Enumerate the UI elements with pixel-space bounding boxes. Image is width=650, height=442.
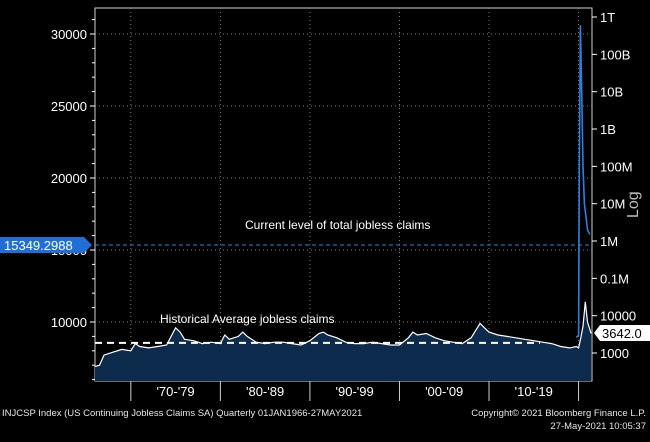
plot-area [94, 7, 593, 382]
right-tick-label: 100M [600, 159, 633, 174]
left-tick-label: 30000 [51, 27, 87, 42]
last-value-label: 3642.0 [602, 326, 642, 341]
right-tick-label: 100B [600, 47, 630, 62]
area-series [94, 25, 592, 381]
x-tick-label: '90-'99 [336, 384, 374, 399]
footer-copyright: Copyright© 2021 Bloomberg Finance L.P. [471, 408, 646, 419]
current-value-badge: 15349.2988 [0, 236, 92, 253]
x-tick-label: '00-'09 [425, 384, 463, 399]
footer-timestamp: 27-May-2021 10:05:37 [550, 421, 646, 432]
right-tick-label: 1M [600, 234, 618, 249]
x-tick-label: '80-'89 [246, 384, 284, 399]
right-tick-label: 0.1M [600, 271, 629, 286]
right-axis-label: Log [625, 191, 642, 218]
series-line [94, 301, 592, 368]
left-axis: 100001500020000250003000015349.2988 [0, 19, 95, 381]
left-tick-label: 25000 [51, 99, 87, 114]
right-tick-label: 1B [600, 122, 616, 137]
right-tick-label: 10B [600, 85, 623, 100]
current-value-badge-bg [0, 236, 92, 253]
right-tick-label: 10000 [600, 309, 636, 324]
footer-index-description: INJCSP Index (US Continuing Jobless Clai… [2, 408, 363, 419]
annotations: Current level of total jobless claims His… [95, 218, 592, 344]
current-value-label: 15349.2988 [4, 238, 73, 253]
x-axis: '70-'79 '80-'89 '90-'99 '00-'09 '10-'19 [130, 381, 580, 401]
current-level-annotation: Current level of total jobless claims [245, 218, 430, 232]
x-tick-label: '10-'19 [515, 384, 553, 399]
right-tick-label: 1000 [600, 346, 629, 361]
right-axis: 1000 10000 0.1M 1M 10M 100M 1B 10B 100B 1T Log 3642… [592, 10, 650, 361]
last-value-badge-bg [594, 325, 650, 341]
x-tick-label: '70-'79 [156, 384, 194, 399]
left-tick-label: 10000 [51, 315, 87, 330]
left-tick-label: 20000 [51, 171, 87, 186]
log-series-line [575, 25, 591, 339]
last-value-badge: 3642.0 [594, 325, 650, 341]
right-tick-label: 1T [600, 10, 615, 25]
right-tick-label: 10M [600, 197, 625, 212]
historical-average-annotation: Historical Average jobless claims [160, 312, 335, 326]
gridlines [95, 8, 592, 381]
plot-frame [94, 7, 593, 382]
